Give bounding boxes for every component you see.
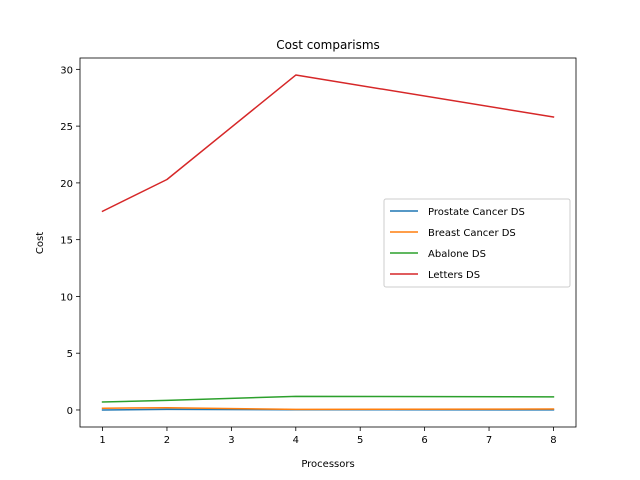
series-line-1	[101, 406, 555, 411]
legend-label-2: Abalone DS	[428, 249, 486, 260]
y-tick-label: 10	[60, 292, 73, 303]
y-tick-label: 25	[60, 122, 73, 133]
x-tick-label: 7	[486, 435, 492, 446]
legend-label-0: Prostate Cancer DS	[428, 207, 525, 218]
y-axis-ticks: 0 5 10 15 20 25 30	[60, 65, 80, 417]
x-axis-label: Processors	[301, 459, 354, 470]
x-tick-label: 8	[550, 435, 556, 446]
plot-lines	[101, 74, 555, 411]
y-axis-label: Cost	[35, 232, 46, 254]
y-tick-label: 15	[60, 236, 73, 247]
legend-label-3: Letters DS	[428, 270, 480, 281]
y-tick-label: 0	[67, 406, 73, 417]
x-tick-label: 4	[293, 435, 299, 446]
series-line-2	[101, 395, 555, 403]
axes-border	[79, 57, 577, 428]
legend: Prostate Cancer DS Breast Cancer DS Abalon…	[383, 198, 571, 288]
axes-frame	[79, 57, 577, 428]
x-tick-label: 5	[357, 435, 363, 446]
y-tick-label: 20	[60, 179, 73, 190]
y-tick-label: 5	[67, 349, 73, 360]
x-axis-ticks: 1 2 3 4 5 6 7 8	[99, 427, 557, 446]
x-tick-label: 6	[421, 435, 427, 446]
x-tick-label: 1	[99, 435, 105, 446]
x-tick-label: 2	[164, 435, 170, 446]
legend-box	[383, 198, 571, 288]
chart-title: Cost comparisms	[276, 38, 380, 52]
series-line-3	[101, 74, 555, 213]
x-tick-label: 3	[228, 435, 234, 446]
y-tick-label: 30	[60, 65, 73, 76]
legend-label-1: Breast Cancer DS	[428, 228, 516, 239]
